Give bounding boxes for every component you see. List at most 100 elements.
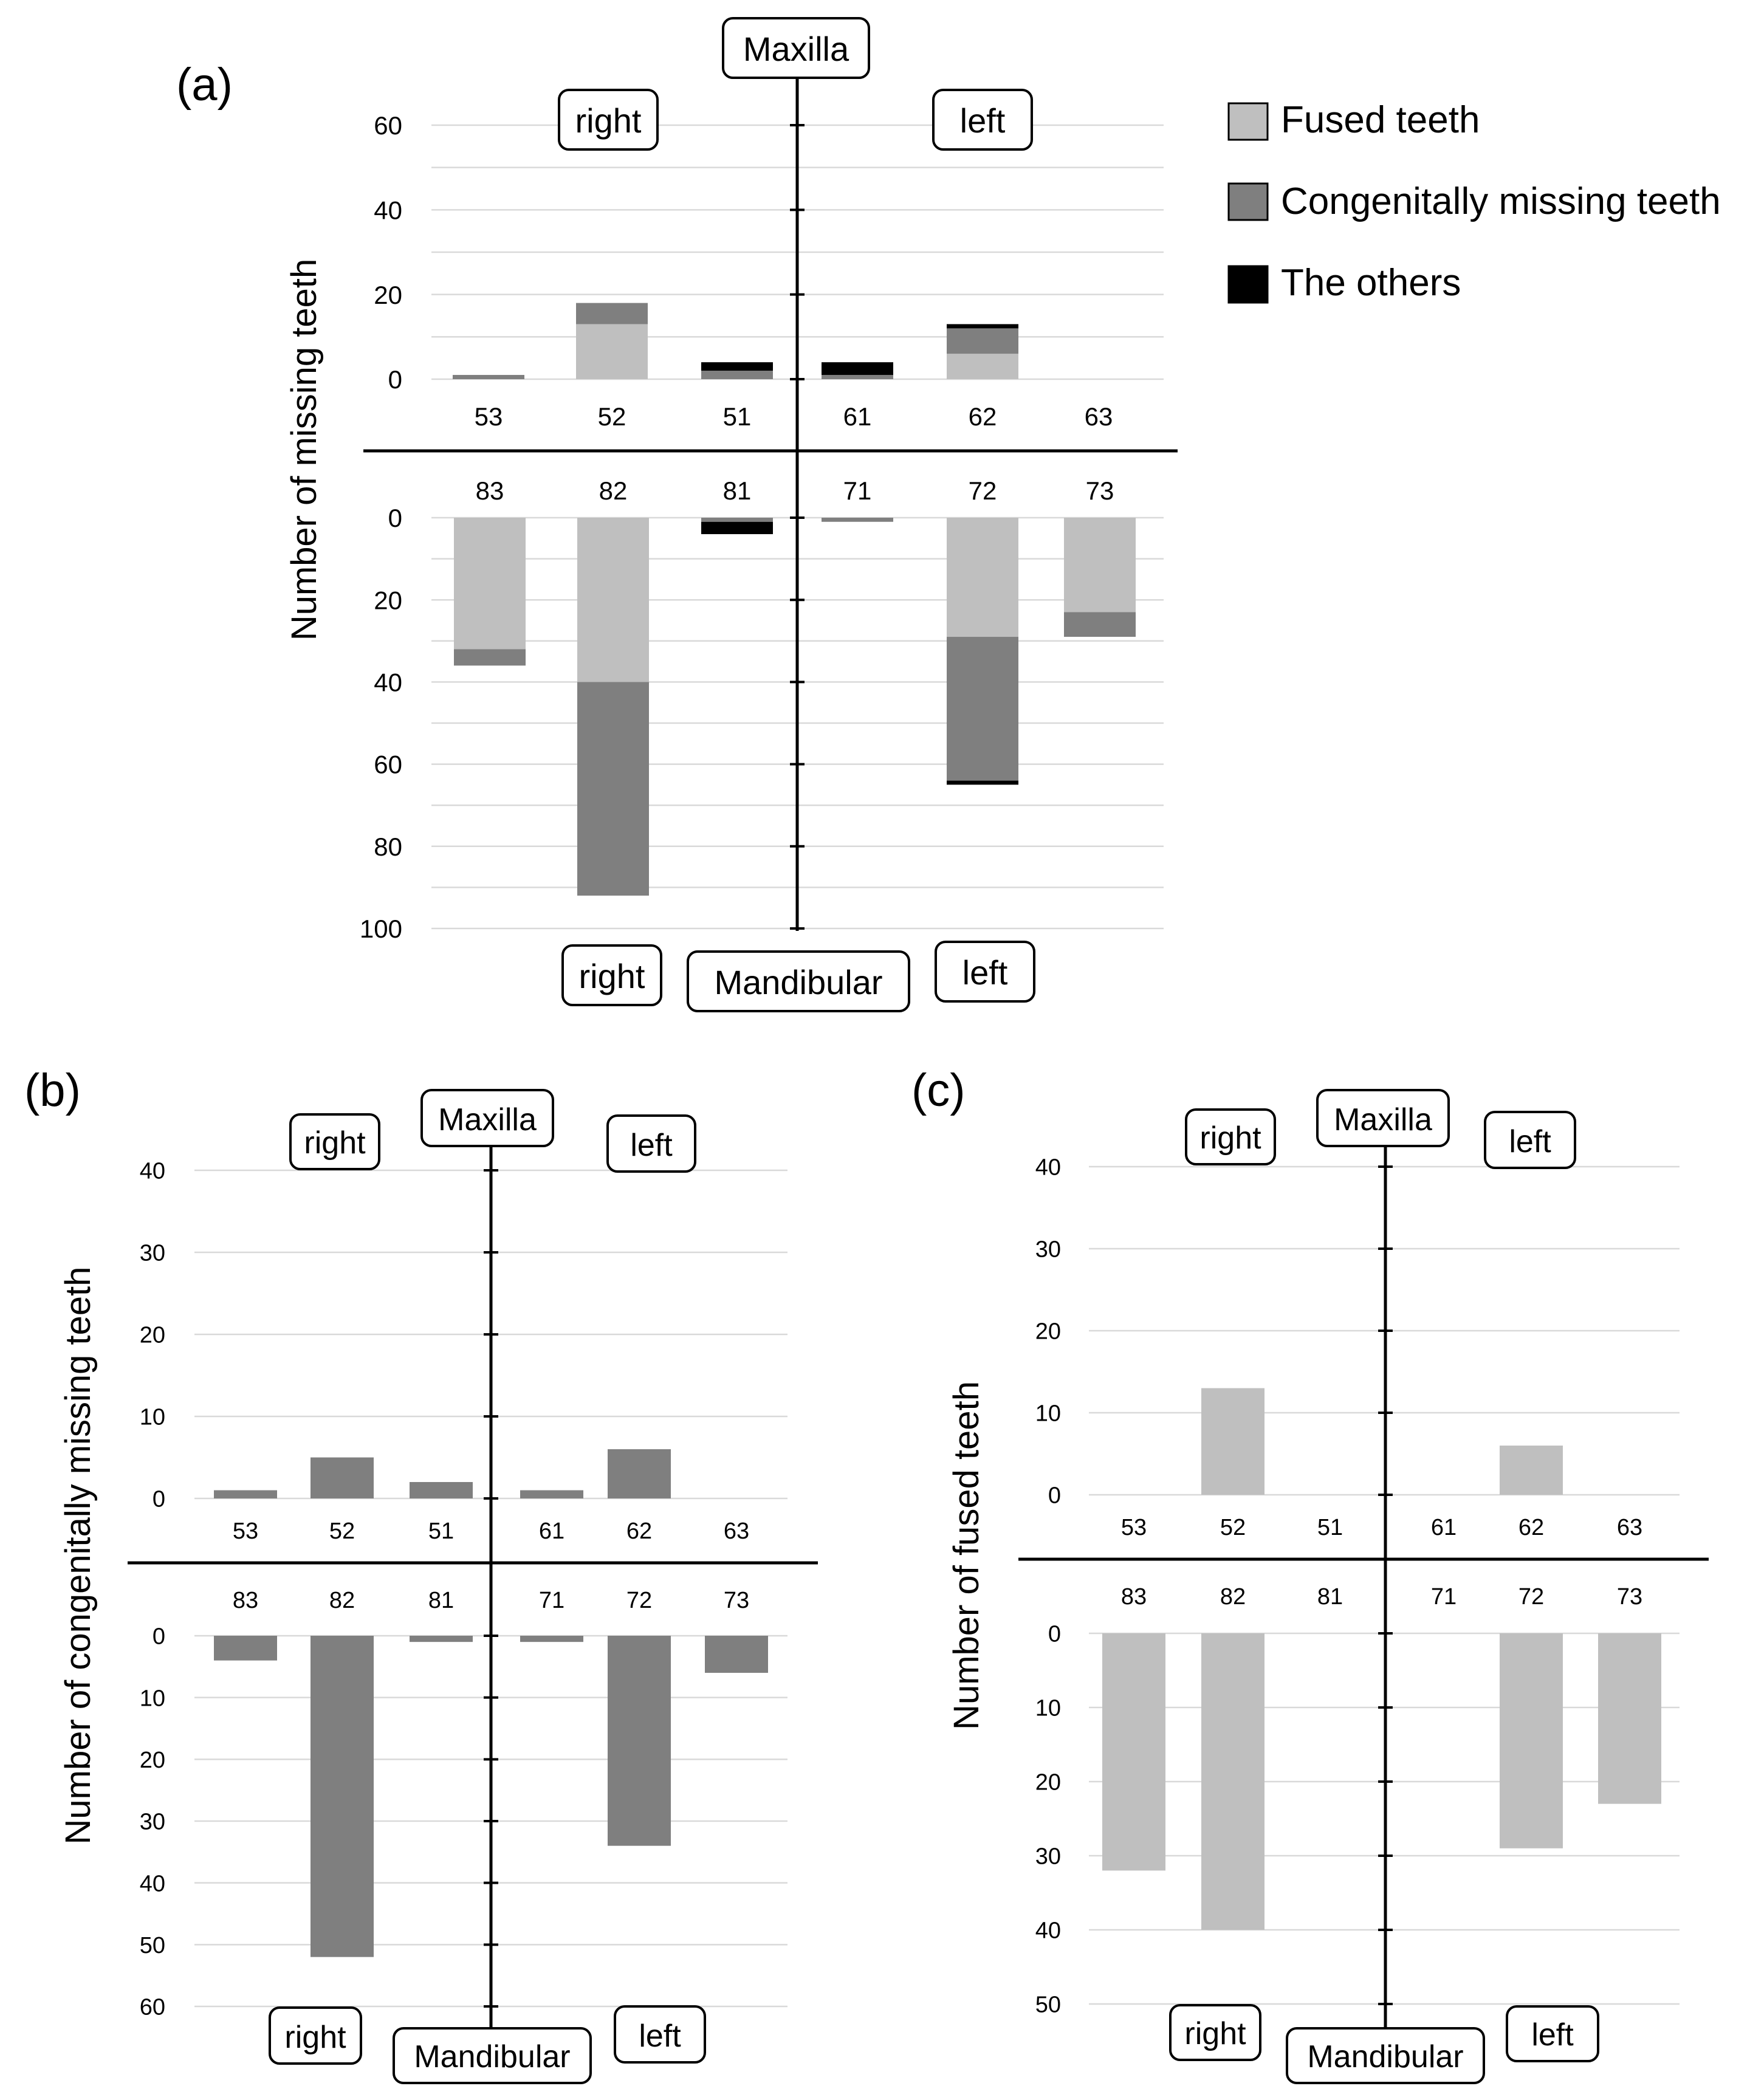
- panel-a-lower-bar-72-fused-teeth: [947, 518, 1018, 637]
- panel-a-upper-category-51: 51: [723, 402, 752, 431]
- panel-a-lower-bar-81-congenitally-missing-teeth: [701, 518, 773, 522]
- panel-c-lower-category-72: 72: [1518, 1584, 1544, 1610]
- panel-c-upper-category-51: 51: [1317, 1515, 1343, 1540]
- panel-a-lower-bar-72-congenitally-missing-teeth: [947, 637, 1018, 781]
- panel-b-upper-category-63: 63: [724, 1518, 749, 1544]
- panel-b-lower-bar-81-congenitally-missing-teeth: [410, 1636, 473, 1642]
- panel-c-lower-category-71: 71: [1431, 1584, 1457, 1610]
- panel-a-upper-bar-51-congenitally-missing-teeth: [701, 371, 773, 379]
- panel-b-upper-bar-51-congenitally-missing-teeth: [410, 1482, 473, 1498]
- panel-c-lower-category-73: 73: [1617, 1584, 1642, 1610]
- panel-c-upper-category-52: 52: [1220, 1515, 1246, 1540]
- legend-swatch-fused: [1227, 102, 1269, 141]
- panel-c-lower-ytick-label: 0: [1048, 1622, 1061, 1647]
- panel-b-lower-bar-72-congenitally-missing-teeth: [608, 1636, 671, 1846]
- panel-a-lower-bar-82-congenitally-missing-teeth: [577, 682, 649, 896]
- panel-c-lower-right-box: right: [1169, 2004, 1261, 2061]
- panel-b-lower-ytick-label: 10: [140, 1686, 165, 1711]
- panel-c-upper-category-62: 62: [1518, 1515, 1544, 1540]
- panel-b-upper-left-label: left: [630, 1128, 673, 1163]
- panel-b-upper-bar-62-congenitally-missing-teeth: [608, 1449, 671, 1498]
- panel-a-lower-bar-83-fused-teeth: [454, 518, 526, 650]
- panel-c-lower-bar-73-fused-teeth: [1598, 1633, 1661, 1804]
- panel-a-lower-ytick-label: 20: [374, 586, 402, 614]
- panel-b-lower-category-71: 71: [539, 1588, 564, 1613]
- panel-c-maxilla-label: Maxilla: [1334, 1102, 1432, 1138]
- panel-a-mandibular-box: Mandibular: [687, 950, 910, 1012]
- panel-b-maxilla-label: Maxilla: [438, 1102, 537, 1138]
- panel-c-upper-category-61: 61: [1431, 1515, 1457, 1540]
- panel-b-lower-ytick-label: 40: [140, 1871, 165, 1896]
- panel-a-lower-category-82: 82: [599, 476, 628, 505]
- panel-c-lower-bar-82-fused-teeth: [1201, 1633, 1264, 1930]
- panel-b-lower-ytick-label: 60: [140, 1995, 165, 2020]
- panel-c-label: (c): [911, 1065, 966, 1116]
- panel-b-upper-ytick-label: 10: [140, 1405, 165, 1430]
- panel-b-lower-category-81: 81: [428, 1588, 454, 1613]
- panel-b-lower-category-83: 83: [233, 1588, 258, 1613]
- panel-a-lower-ytick-label: 40: [374, 668, 402, 697]
- panel-b-upper-bar-61-congenitally-missing-teeth: [520, 1490, 583, 1498]
- panel-a-upper-bar-52-congenitally-missing-teeth: [576, 303, 648, 324]
- panel-c: (c) Number of fused teeth 53 52 51 61 62 63 83…: [911, 1065, 1709, 2084]
- panel-a-upper-ytick-label: 40: [374, 196, 402, 224]
- panel-b-mandibular-label: Mandibular: [414, 2039, 570, 2074]
- panel-a-upper-ytick-label: 20: [374, 281, 402, 309]
- panel-a-upper-bar-61-the-others: [822, 362, 893, 376]
- panel-a-ylabel: Number of missing teeth: [284, 259, 324, 641]
- panel-a-lower-ytick-label: 0: [388, 504, 402, 532]
- panel-c-upper-right-box: right: [1185, 1108, 1276, 1165]
- panel-b-upper-bar-52-congenitally-missing-teeth: [311, 1457, 374, 1498]
- panel-b-label: (b): [24, 1065, 81, 1116]
- panel-a-lower-ytick-label: 80: [374, 832, 402, 861]
- panel-a-upper-ytick-label: 0: [388, 365, 402, 394]
- panel-c-upper-ytick-label: 30: [1035, 1237, 1061, 1263]
- legend-label-congenital: Congenitally missing teeth: [1281, 180, 1721, 222]
- panel-a-lower-bar-72-the-others: [947, 780, 1018, 785]
- panel-a-lower-left-label: left: [962, 953, 1008, 992]
- panel-b-upper-category-61: 61: [539, 1518, 564, 1544]
- panel-a-upper-bar-52-fused-teeth: [576, 324, 648, 379]
- panel-b-ylabel: Number of congenitally missing teeth: [58, 1266, 98, 1844]
- panel-c-lower-ytick-label: 20: [1035, 1770, 1061, 1796]
- panel-a-upper-bar-62-congenitally-missing-teeth: [947, 328, 1018, 354]
- panel-c-upper-left-label: left: [1509, 1124, 1551, 1159]
- panel-c-lower-category-81: 81: [1317, 1584, 1343, 1610]
- panel-a-lower-left-box: left: [935, 941, 1035, 1003]
- panel-a-upper-bar-53-congenitally-missing-teeth: [453, 375, 524, 379]
- panel-b-upper-right-label: right: [304, 1125, 366, 1161]
- panel-a-label: (a): [176, 59, 233, 111]
- panel-b-lower-bar-73-congenitally-missing-teeth: [705, 1636, 768, 1673]
- panel-a-maxilla-label: Maxilla: [743, 30, 849, 68]
- panel-a-lower-bar-83-congenitally-missing-teeth: [454, 649, 526, 666]
- panel-b-upper-ytick-label: 30: [140, 1241, 165, 1266]
- panel-a-upper-right-box: right: [558, 89, 659, 151]
- panel-b-lower-left-label: left: [639, 2019, 681, 2054]
- panel-a-lower-bar-73-fused-teeth: [1064, 518, 1136, 612]
- panel-c-upper-ytick-label: 20: [1035, 1319, 1061, 1345]
- legend-label-fused: Fused teeth: [1281, 99, 1480, 141]
- panel-b-lower-bar-71-congenitally-missing-teeth: [520, 1636, 583, 1642]
- panel-b-lower-category-73: 73: [724, 1588, 749, 1613]
- panel-a-lower-category-83: 83: [476, 476, 504, 505]
- panel-c-mandibular-box: Mandibular: [1286, 2027, 1485, 2084]
- panel-c-lower-category-82: 82: [1220, 1584, 1246, 1610]
- panel-b-lower-category-82: 82: [329, 1588, 355, 1613]
- panel-b-upper-category-62: 62: [626, 1518, 652, 1544]
- panel-c-upper-category-53: 53: [1121, 1515, 1147, 1540]
- panel-b-upper-left-box: left: [606, 1114, 696, 1173]
- panel-c-upper-ytick-label: 0: [1048, 1483, 1061, 1509]
- panel-a-upper-ytick-label: 60: [374, 111, 402, 140]
- panel-a-lower-bar-71-congenitally-missing-teeth: [822, 518, 893, 522]
- panel-b-lower-ytick-label: 50: [140, 1933, 165, 1958]
- panel-b-lower-right-label: right: [284, 2020, 346, 2055]
- panel-a-lower-right-label: right: [579, 957, 645, 995]
- panel-b-upper-category-53: 53: [233, 1518, 258, 1544]
- panel-b-lower-ytick-label: 30: [140, 1810, 165, 1835]
- panel-a-lower-ytick-label: 60: [374, 750, 402, 779]
- panel-a-upper-category-53: 53: [475, 402, 503, 431]
- panel-a-upper-right-label: right: [575, 101, 642, 140]
- panel-a-upper-left-box: left: [932, 89, 1033, 151]
- panel-b-lower-ytick-label: 0: [153, 1624, 165, 1650]
